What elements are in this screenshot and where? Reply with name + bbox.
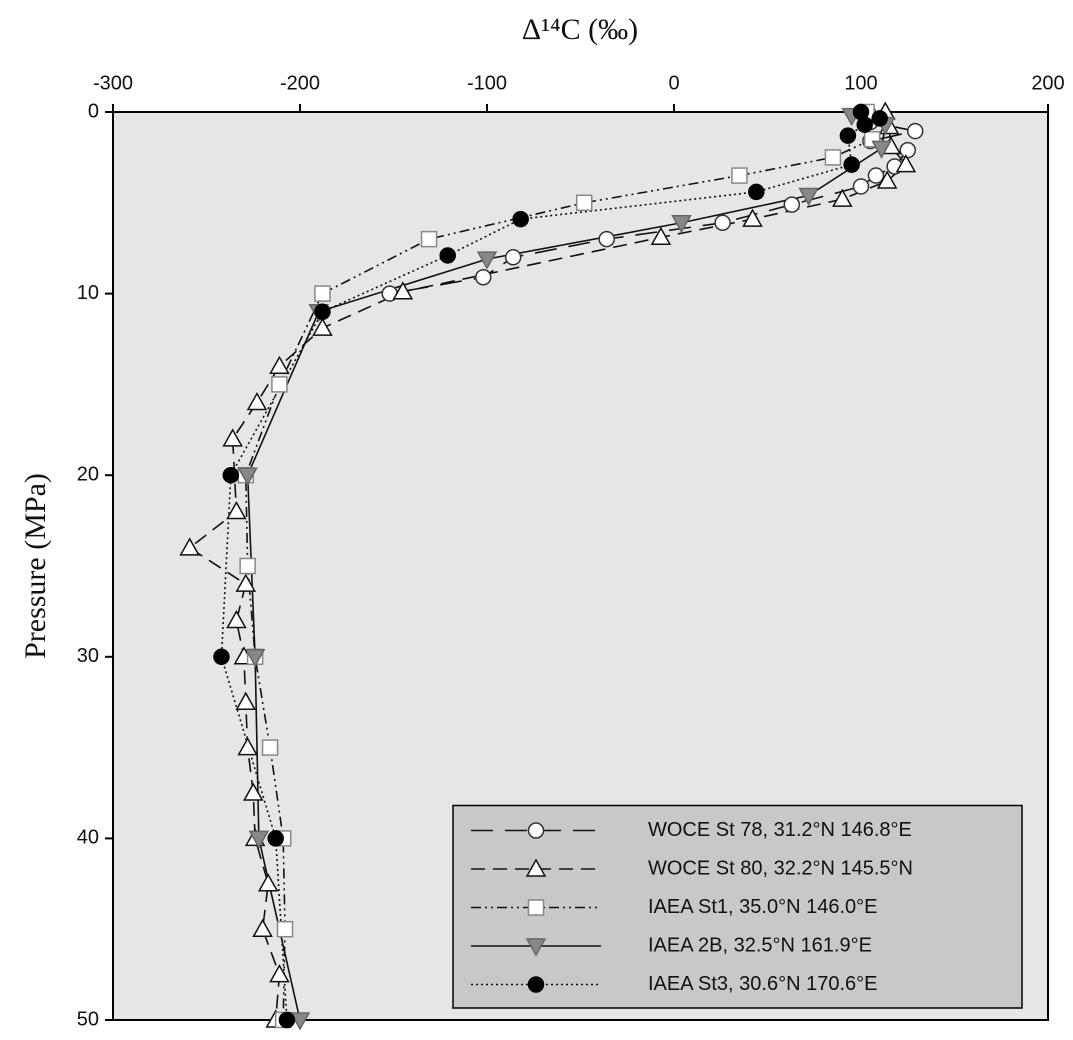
x-tick-label: -200 <box>280 72 320 94</box>
y-tick-label: 20 <box>77 463 99 485</box>
marker <box>439 247 456 264</box>
marker <box>671 215 692 234</box>
marker <box>235 691 257 710</box>
marker <box>839 127 857 144</box>
marker <box>852 178 870 195</box>
legend-label: IAEA St3, 30.6°N 170.6°E <box>648 973 877 995</box>
y-tick-label: 40 <box>77 827 99 849</box>
legend-box <box>452 804 1023 1009</box>
legend-label: WOCE St 80, 32.2°N 145.5°N <box>648 857 913 879</box>
marker <box>242 782 264 801</box>
marker <box>237 737 258 756</box>
marker <box>876 170 898 189</box>
marker <box>213 648 230 666</box>
y-tick-label: 0 <box>88 100 99 122</box>
marker <box>798 187 819 207</box>
legend-marker <box>527 899 545 916</box>
marker <box>742 208 763 227</box>
marker <box>895 154 917 173</box>
marker <box>650 226 672 246</box>
x-tick-label: 200 <box>1031 72 1064 94</box>
marker <box>271 376 288 393</box>
marker <box>179 537 200 556</box>
marker <box>237 467 258 486</box>
marker <box>871 110 888 127</box>
marker <box>575 194 593 212</box>
marker <box>392 281 414 300</box>
marker <box>269 964 290 983</box>
marker <box>289 1012 311 1031</box>
marker <box>843 156 860 173</box>
marker <box>314 285 331 302</box>
marker <box>504 249 522 266</box>
x-tick-label: -300 <box>93 72 133 94</box>
marker <box>276 920 294 938</box>
marker <box>235 573 257 592</box>
marker <box>906 122 924 140</box>
marker <box>222 428 243 447</box>
y-tick-label: 50 <box>77 1008 99 1030</box>
x-tick-label: -100 <box>467 72 507 94</box>
marker <box>475 269 492 286</box>
marker <box>748 183 765 201</box>
marker <box>832 188 853 207</box>
marker <box>246 392 268 411</box>
marker <box>267 830 284 847</box>
marker <box>248 830 270 849</box>
marker <box>314 303 331 321</box>
x-tick-label: 0 <box>668 72 679 94</box>
marker <box>257 873 279 892</box>
marker <box>899 141 916 159</box>
marker <box>598 230 615 248</box>
marker <box>731 167 748 184</box>
legend-marker <box>525 858 547 877</box>
marker <box>512 210 529 228</box>
legend-marker <box>527 822 545 839</box>
x-tick-label: 100 <box>844 72 877 94</box>
marker <box>278 1011 296 1029</box>
marker <box>244 649 266 668</box>
legend-marker <box>525 938 547 957</box>
legend-label: IAEA 2B, 32.5°N 161.9°E <box>648 934 872 956</box>
marker <box>269 355 290 374</box>
legend-marker <box>527 976 545 993</box>
marker <box>871 140 892 159</box>
legend-label: IAEA St1, 35.0°N 146.0°E <box>648 896 877 918</box>
y-axis-title: Pressure (MPa) <box>19 473 52 659</box>
legend-label: WOCE St 78, 31.2°N 146.8°E <box>648 819 912 841</box>
marker <box>420 230 438 248</box>
marker <box>252 918 273 937</box>
series-line <box>389 113 916 295</box>
y-tick-label: 30 <box>77 645 99 667</box>
marker <box>783 196 801 213</box>
marker <box>714 214 731 232</box>
x-axis-title: Δ¹⁴C (‰) <box>522 13 638 46</box>
marker <box>867 167 885 184</box>
marker <box>824 149 842 166</box>
marker <box>222 466 240 484</box>
marker <box>856 116 873 133</box>
marker <box>226 609 247 629</box>
marker <box>261 739 279 756</box>
marker <box>239 557 256 575</box>
marker <box>476 251 498 270</box>
marker <box>226 500 247 520</box>
y-tick-label: 10 <box>77 282 99 304</box>
marker <box>312 317 333 336</box>
